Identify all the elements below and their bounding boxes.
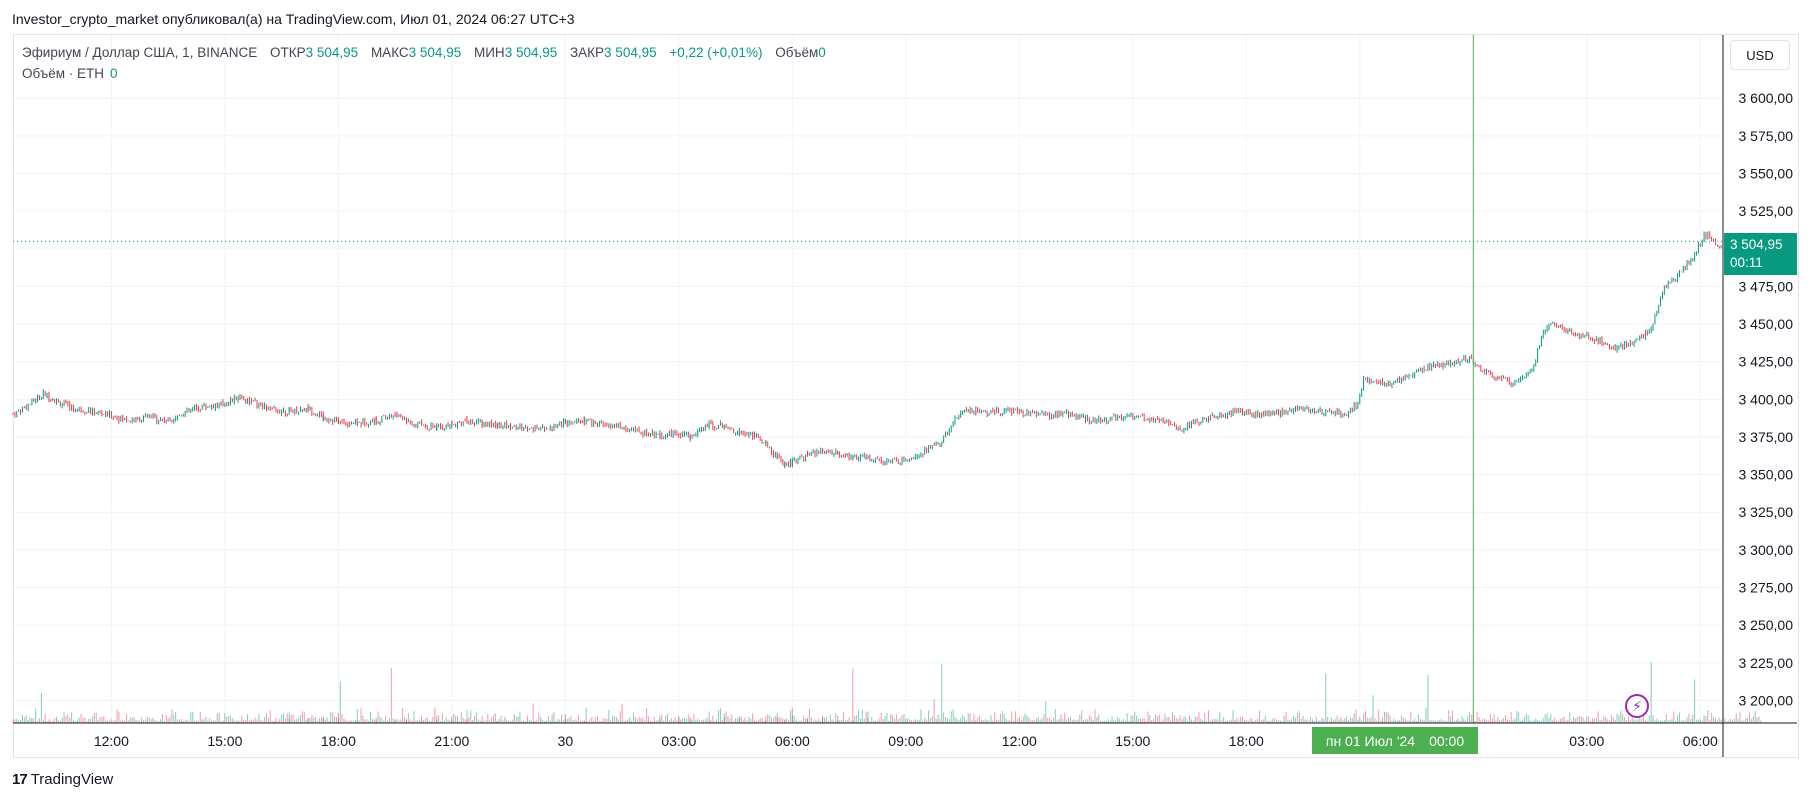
price-tick-label: 3 450,00 <box>1739 316 1794 332</box>
time-tick-label: 18:00 <box>1229 733 1264 749</box>
price-tick-label: 3 550,00 <box>1739 166 1794 182</box>
volume-legend[interactable]: Объём · ETH 0 <box>22 66 118 81</box>
price-tick-label: 3 250,00 <box>1739 617 1794 633</box>
price-tick-label: 3 325,00 <box>1739 504 1794 520</box>
volume-bars <box>12 662 1762 723</box>
volume-label: Объём <box>775 45 819 60</box>
price-tick-label: 3 350,00 <box>1739 467 1794 483</box>
price-tick-label: 3 200,00 <box>1739 692 1794 708</box>
high-label: МАКС <box>370 45 409 60</box>
time-tick-label: 18:00 <box>321 733 356 749</box>
bar-countdown: 00:11 <box>1730 255 1763 270</box>
price-tick-label: 3 300,00 <box>1739 542 1794 558</box>
price-tick-label: 3 375,00 <box>1739 429 1794 445</box>
tradingview-logo-icon: 17 <box>12 771 28 788</box>
low-value: 3 504,95 <box>504 45 558 60</box>
crosshair-date: пн 01 Июл '24 <box>1325 732 1416 749</box>
close-value: 3 504,95 <box>604 45 657 60</box>
volume-legend-label: Объём · ETH <box>22 66 105 81</box>
time-tick-label: 30 <box>558 733 574 749</box>
symbol-legend[interactable]: Эфириум / Доллар США, 1, BINANCE ОТКР3 5… <box>22 45 826 60</box>
price-tick-label: 3 425,00 <box>1739 354 1794 370</box>
open-value: 3 504,95 <box>305 45 359 60</box>
close-label: ЗАКР <box>570 45 605 60</box>
time-tick-label: 12:00 <box>94 733 129 749</box>
price-tick-label: 3 525,00 <box>1739 203 1794 219</box>
tradingview-brand[interactable]: 17 TradingView <box>12 771 113 788</box>
low-label: МИН <box>473 45 505 60</box>
time-tick-label: 21:00 <box>434 733 469 749</box>
symbol-name[interactable]: Эфириум / Доллар США, 1, BINANCE <box>22 45 258 60</box>
grid-lines <box>13 35 1723 723</box>
time-axis: 12:00 15:00 18:00 21:00 30 03:00 06:00 09:00 12:… <box>13 722 1797 749</box>
time-tick-label: 15:00 <box>207 733 242 749</box>
time-tick-label: 15:00 <box>1115 733 1150 749</box>
price-candles <box>12 35 1762 723</box>
lightning-icon[interactable]: ⚡ <box>1625 694 1649 718</box>
volume-value: 0 <box>818 45 826 60</box>
time-tick-label: 06:00 <box>1683 733 1718 749</box>
chart-frame <box>13 34 1799 758</box>
time-tick-label: 06:00 <box>775 733 810 749</box>
currency-button[interactable]: USD <box>1730 40 1790 70</box>
open-label: ОТКР <box>269 45 306 60</box>
high-value: 3 504,95 <box>408 45 462 60</box>
crosshair-time: 00:00 <box>1429 732 1465 749</box>
price-tick-label: 3 600,00 <box>1739 90 1794 106</box>
publication-info: Investor_crypto_market опубликовал(а) на… <box>12 11 575 27</box>
time-tick-label: 12:00 <box>1002 733 1037 749</box>
time-tick-label: 09:00 <box>888 733 923 749</box>
price-tick-label: 3 575,00 <box>1739 128 1794 144</box>
last-price: 3 504,95 <box>1730 237 1783 252</box>
price-axis: 3 600,003 575,003 550,003 525,003 500,00… <box>1722 35 1794 757</box>
time-tick-label: 03:00 <box>661 733 696 749</box>
price-chart[interactable]: 3 600,003 575,003 550,003 525,003 500,00… <box>0 0 1814 760</box>
price-tick-label: 3 475,00 <box>1739 278 1794 294</box>
price-tick-label: 3 400,00 <box>1739 391 1794 407</box>
last-price-tag: 3 504,95 00:11 <box>1724 233 1797 275</box>
volume-legend-value: 0 <box>110 66 118 81</box>
price-tick-label: 3 275,00 <box>1739 580 1794 596</box>
change-value: +0,22 (+0,01%) <box>669 45 763 60</box>
time-tick-label: 03:00 <box>1569 733 1604 749</box>
brand-name: TradingView <box>30 771 114 788</box>
price-tick-label: 3 225,00 <box>1739 655 1794 671</box>
crosshair-time-label: пн 01 Июл '24 00:00 <box>1312 727 1478 754</box>
